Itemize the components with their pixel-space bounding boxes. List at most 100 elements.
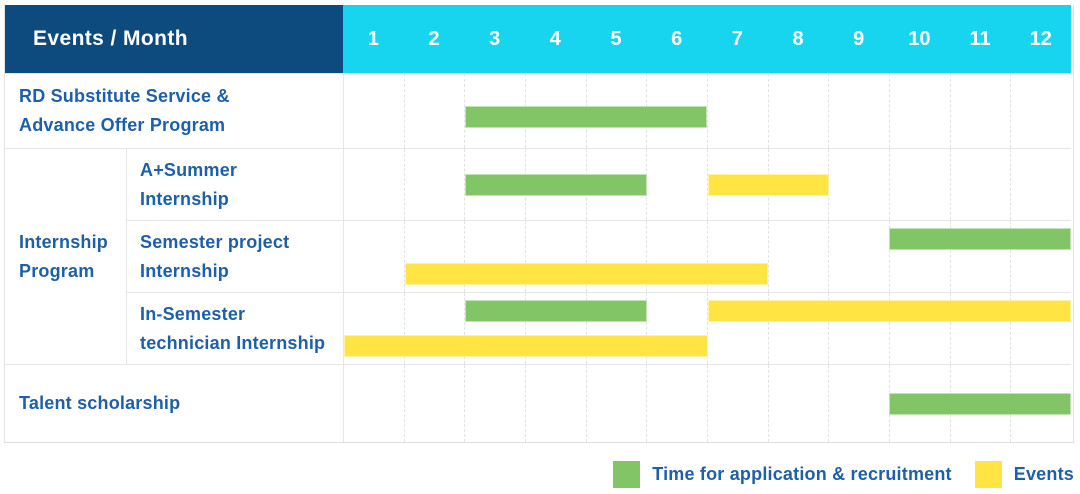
month-cell: [403, 74, 465, 148]
month-header-1: 1: [367, 27, 379, 50]
month-cell: [1010, 149, 1071, 220]
month-header-9: 9: [853, 27, 865, 50]
month-cell: [585, 365, 647, 442]
gantt-bar-green: [465, 173, 647, 196]
month-cell: [403, 149, 465, 220]
month-cell: [828, 365, 889, 442]
row-label-line: Internship: [140, 260, 230, 281]
group-label-internship-program: Internship Program: [5, 148, 126, 364]
month-cell: [889, 74, 950, 148]
gantt-bar-yellow: [404, 263, 769, 286]
month-header-row: 1 2 3 4 5 6 7 8 9 10 11 12: [343, 5, 1071, 73]
month-cell: [828, 221, 889, 292]
month-cell: [828, 149, 889, 220]
month-cell: [403, 221, 465, 292]
legend-label: Events: [1013, 463, 1074, 484]
bar-lines: [344, 221, 1071, 292]
bar-line: [344, 257, 1071, 293]
group-label-line: Internship: [19, 231, 109, 252]
bar-line: [344, 149, 1071, 220]
gantt-bar-yellow: [707, 173, 829, 196]
month-gridlines: [344, 293, 1071, 364]
gantt-bar-yellow: [344, 335, 708, 358]
month-header-6: 6: [671, 27, 683, 50]
legend-swatch-green: [613, 460, 641, 488]
month-cell: [403, 293, 465, 364]
month-cell: [1010, 74, 1071, 148]
month-header-3: 3: [489, 27, 501, 50]
header-events-month: Events / Month: [5, 5, 343, 73]
month-cell: [889, 221, 950, 292]
gantt-bar-green: [889, 392, 1071, 415]
month-header-4: 4: [549, 27, 561, 50]
gantt-row-in-semester-technician-internship: [343, 292, 1071, 364]
month-cell: [525, 221, 586, 292]
month-cell: [403, 365, 465, 442]
month-cell: [464, 74, 525, 148]
month-cell: [767, 365, 829, 442]
row-label-line: Talent scholarship: [19, 393, 181, 413]
bar-line: [344, 293, 1071, 329]
row-label-line: In-Semester: [140, 303, 246, 324]
gantt-row-talent-scholarship: [343, 364, 1071, 442]
month-header-5: 5: [610, 27, 622, 50]
bar-line: [344, 365, 1071, 442]
gantt-bar-green: [465, 299, 647, 322]
row-label-line: Semester project: [140, 231, 290, 252]
month-cell: [464, 365, 525, 442]
month-cell: [585, 221, 647, 292]
row-label-line: technician Internship: [140, 332, 326, 353]
bar-line: [344, 74, 1071, 148]
row-label-semester-project-internship: Semester project Internship: [126, 220, 343, 292]
gantt-bar-green: [465, 105, 708, 128]
row-label-line: RD Substitute Service &: [19, 86, 230, 106]
row-label-talent-scholarship: Talent scholarship: [5, 364, 343, 442]
month-cell: [585, 293, 647, 364]
month-cell: [707, 221, 768, 292]
gantt-bar-yellow: [707, 299, 1071, 322]
gantt-row-a-plus-summer-internship: [343, 148, 1071, 220]
month-cell: [464, 293, 525, 364]
row-label-in-semester-technician-internship: In-Semester technician Internship: [126, 292, 343, 364]
header-title: Events / Month: [33, 27, 188, 50]
gantt-table: Events / Month 1 2 3 4 5 6 7 8 9 10 11 12 RD Substi…: [4, 5, 1074, 443]
month-cell: [767, 74, 829, 148]
gantt-bar-green: [889, 227, 1071, 250]
month-cell: [828, 74, 889, 148]
legend-swatch-yellow: [974, 460, 1002, 488]
gantt-row-semester-project-internship: [343, 220, 1071, 292]
row-label-line: Internship: [140, 188, 230, 209]
month-cell: [525, 293, 586, 364]
month-gridlines: [344, 221, 1071, 292]
month-cell: [1010, 221, 1071, 292]
month-cell: [707, 293, 768, 364]
row-label-rd-substitute-service: RD Substitute Service & Advance Offer Pr…: [5, 73, 343, 148]
month-cell: [1010, 293, 1071, 364]
month-cell: [828, 293, 889, 364]
month-header-12: 12: [1029, 27, 1052, 50]
bar-lines: [344, 149, 1071, 220]
month-cell: [889, 293, 950, 364]
month-header-10: 10: [908, 27, 931, 50]
month-cell: [767, 221, 829, 292]
month-cell: [949, 293, 1011, 364]
row-label-line: Advance Offer Program: [19, 115, 226, 135]
month-cell: [949, 221, 1011, 292]
legend-item-events: Events: [974, 460, 1074, 488]
month-cell: [949, 149, 1011, 220]
month-header-8: 8: [792, 27, 804, 50]
legend-item-application-recruitment: Time for application & recruitment: [613, 460, 952, 488]
row-label-line: A+Summer: [140, 159, 238, 180]
month-cell: [646, 365, 707, 442]
bar-lines: [344, 293, 1071, 364]
month-cell: [707, 74, 768, 148]
legend-label: Time for application & recruitment: [652, 463, 952, 484]
month-header-2: 2: [428, 27, 440, 50]
bar-lines: [344, 365, 1071, 442]
month-header-7: 7: [731, 27, 743, 50]
month-cell: [525, 365, 586, 442]
month-cell: [767, 293, 829, 364]
month-cell: [464, 221, 525, 292]
bar-line: [344, 329, 1071, 365]
